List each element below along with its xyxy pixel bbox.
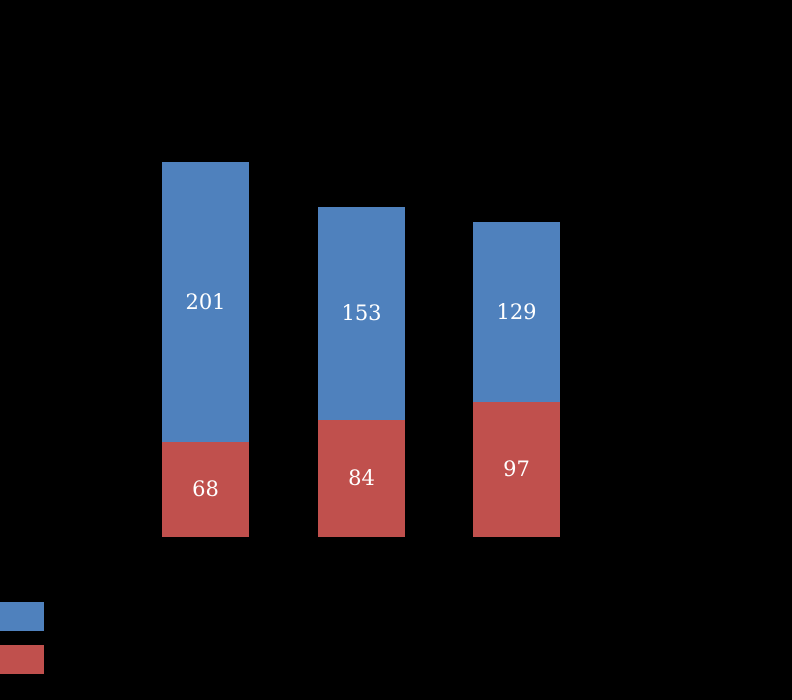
data-label: 68	[192, 477, 219, 501]
data-label: 201	[185, 289, 226, 314]
bar-segment-blue: 129	[473, 222, 560, 402]
stacked-bar: 84 153	[318, 207, 405, 537]
legend-item	[0, 645, 54, 674]
legend-item	[0, 602, 54, 631]
bar-segment-blue: 153	[318, 207, 405, 420]
data-label: 153	[341, 301, 382, 325]
bar-segment-blue: 201	[162, 162, 249, 442]
stacked-bar: 68 201	[162, 162, 249, 537]
bar-segment-red: 84	[318, 420, 405, 537]
data-label: 97	[503, 457, 530, 481]
bar-segment-red: 97	[473, 402, 560, 537]
bar-segment-red: 68	[162, 442, 249, 537]
legend-swatch-red	[0, 645, 44, 674]
stacked-bar: 97 129	[473, 222, 560, 537]
data-label: 84	[348, 466, 375, 490]
data-label: 129	[496, 299, 537, 324]
legend	[0, 602, 54, 688]
legend-swatch-blue	[0, 602, 44, 631]
